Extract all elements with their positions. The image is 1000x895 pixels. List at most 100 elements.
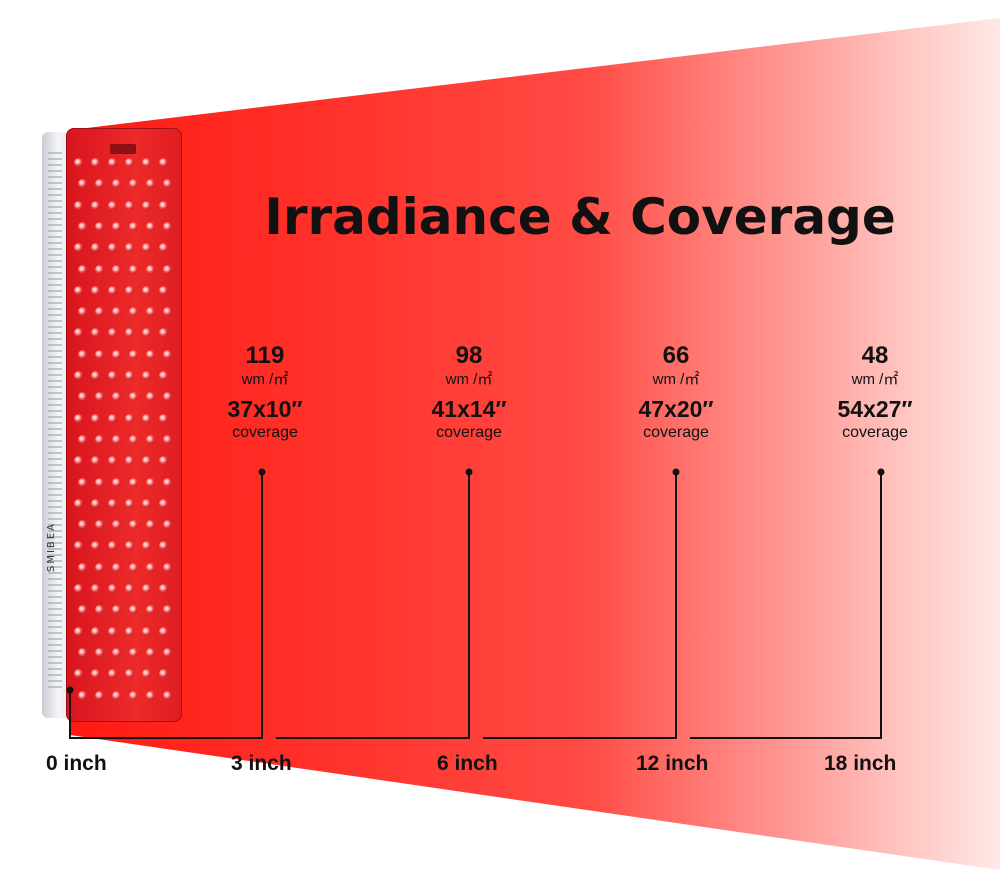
led <box>91 584 100 593</box>
led <box>163 434 172 444</box>
led <box>146 179 155 189</box>
led <box>108 541 117 551</box>
led <box>142 413 151 423</box>
led <box>108 456 117 466</box>
led <box>91 371 100 380</box>
led <box>78 477 87 487</box>
led <box>146 690 155 700</box>
led <box>108 158 117 167</box>
marker-dot-3-inch <box>258 468 266 476</box>
led <box>74 456 83 466</box>
led <box>142 371 151 380</box>
led <box>78 349 87 359</box>
led <box>112 307 121 317</box>
led <box>112 520 121 530</box>
led <box>91 669 100 679</box>
led <box>163 690 172 700</box>
led <box>91 498 100 508</box>
marker-dot-18-inch <box>877 468 885 476</box>
led <box>125 158 134 167</box>
led <box>129 434 138 444</box>
led <box>163 179 172 189</box>
coverage-label: coverage <box>436 424 502 441</box>
led <box>112 221 121 231</box>
led <box>108 626 117 636</box>
metric-6-inch: 98 wm /㎡ 41x14″ coverage <box>404 342 534 442</box>
led <box>159 456 168 466</box>
led <box>146 520 155 530</box>
irradiance-unit: wm /㎡ <box>652 371 700 388</box>
led <box>95 562 104 572</box>
led <box>142 243 151 253</box>
origin-dot <box>66 686 74 694</box>
irradiance-unit: wm /㎡ <box>445 371 493 388</box>
led <box>78 690 87 700</box>
led <box>163 392 172 402</box>
led <box>78 307 87 317</box>
led <box>91 243 100 253</box>
led <box>159 328 168 338</box>
led <box>129 307 138 317</box>
led <box>74 200 83 210</box>
led <box>142 626 151 636</box>
led <box>146 264 155 274</box>
marker-dot-6-inch <box>465 468 473 476</box>
led-face <box>66 128 182 722</box>
led <box>142 584 151 593</box>
led <box>159 285 168 295</box>
led <box>129 562 138 572</box>
coverage-label: coverage <box>842 424 908 441</box>
led <box>74 498 83 508</box>
led <box>146 221 155 231</box>
led <box>142 200 151 210</box>
led <box>146 605 155 615</box>
led <box>129 647 138 657</box>
led <box>95 307 104 317</box>
led <box>74 413 83 423</box>
metric-12-inch: 66 wm /㎡ 47x20″ coverage <box>611 342 741 442</box>
page-title: Irradiance & Coverage <box>264 188 896 246</box>
led <box>91 541 100 551</box>
led <box>146 392 155 402</box>
led <box>146 307 155 317</box>
led <box>142 498 151 508</box>
irradiance-value: 66 <box>662 342 690 369</box>
led <box>125 413 134 423</box>
led <box>108 584 117 593</box>
led <box>125 200 134 210</box>
led <box>78 392 87 402</box>
red-light-panel: SMIBEA <box>42 128 182 722</box>
led <box>163 647 172 657</box>
led <box>159 584 168 593</box>
led <box>74 243 83 253</box>
led <box>125 626 134 636</box>
led <box>142 541 151 551</box>
led <box>159 158 168 167</box>
bracket-6-inch <box>276 472 470 739</box>
led <box>78 647 87 657</box>
led <box>112 392 121 402</box>
distance-label-12: 12 inch <box>636 752 709 775</box>
led <box>129 392 138 402</box>
led <box>108 243 117 253</box>
led <box>91 200 100 210</box>
bracket-18-inch <box>690 472 882 739</box>
led <box>74 328 83 338</box>
led <box>129 221 138 231</box>
irradiance-value: 48 <box>861 342 889 369</box>
led <box>74 158 83 167</box>
led <box>129 264 138 274</box>
led <box>108 200 117 210</box>
led <box>78 179 87 189</box>
led <box>95 434 104 444</box>
led <box>159 669 168 679</box>
led <box>91 456 100 466</box>
led <box>129 605 138 615</box>
irradiance-value: 98 <box>455 342 483 369</box>
metric-18-inch: 48 wm /㎡ 54x27″ coverage <box>810 342 940 442</box>
led <box>146 349 155 359</box>
led <box>112 179 121 189</box>
led <box>112 349 121 359</box>
